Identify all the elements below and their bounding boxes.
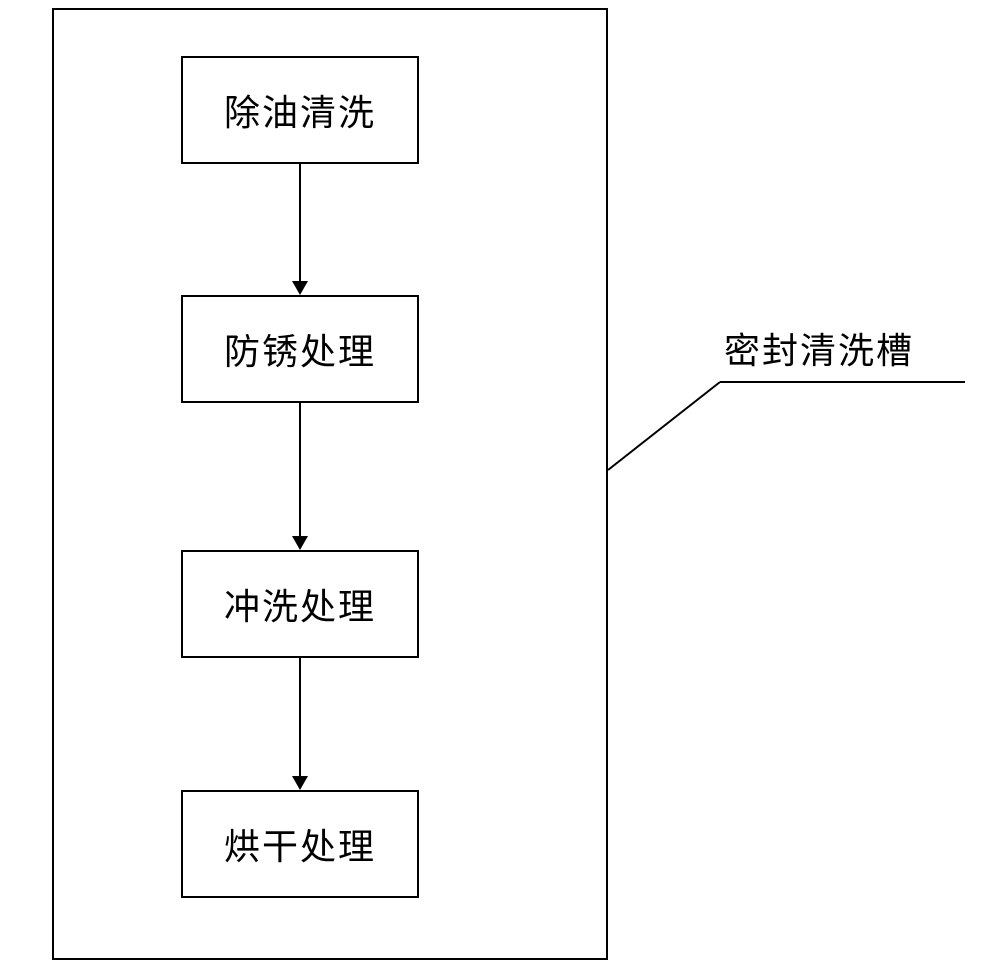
arrow-1-head [292,281,308,295]
arrow-2-head [292,536,308,550]
process-step-4: 烘干处理 [181,790,419,898]
arrow-2-line [299,403,301,536]
arrow-3-head [292,776,308,790]
process-step-3: 冲洗处理 [181,550,419,658]
process-step-4-label: 烘干处理 [224,818,376,870]
external-label: 密封清洗槽 [724,322,914,374]
process-step-1: 除油清洗 [181,56,419,164]
arrow-3-line [299,658,301,776]
process-step-1-label: 除油清洗 [224,84,376,136]
process-step-3-label: 冲洗处理 [224,578,376,630]
process-step-2: 防锈处理 [181,295,419,403]
arrow-1-line [299,164,301,281]
process-step-2-label: 防锈处理 [224,323,376,375]
